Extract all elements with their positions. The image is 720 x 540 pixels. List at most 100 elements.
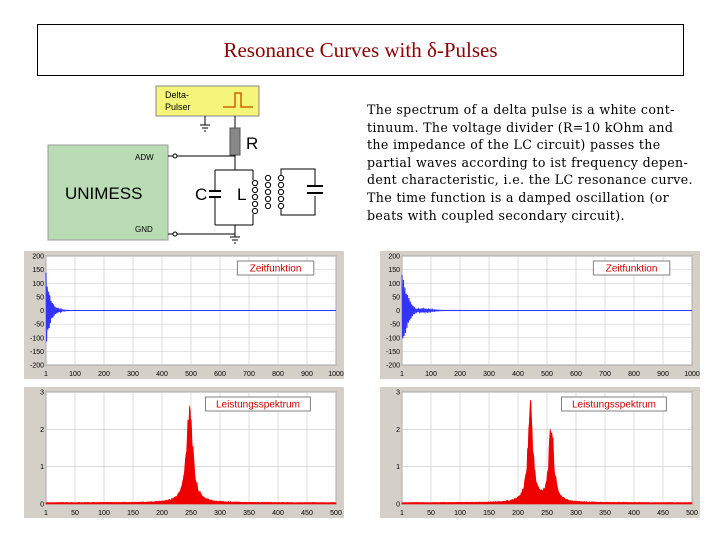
x-tick-label: 400: [628, 510, 640, 517]
description-line: The time function is a damped oscillatio…: [367, 189, 670, 205]
plot-legend-label: Zeitfunktion: [606, 264, 658, 275]
x-tick-label: 250: [185, 510, 197, 517]
x-tick-label: 350: [599, 510, 611, 517]
y-tick-label: 2: [396, 427, 400, 434]
y-tick-label: 50: [36, 294, 44, 301]
spectrum-area: [401, 399, 693, 505]
y-tick-label: -150: [30, 349, 44, 356]
x-tick-label: 1000: [684, 371, 700, 378]
x-tick-label: 700: [243, 371, 255, 378]
pulser-label-1: Delta-: [165, 90, 189, 100]
x-tick-label: 250: [541, 510, 553, 517]
adw-label: ADW: [135, 153, 154, 162]
description-line: the impedance of the LC circuit) passes …: [367, 137, 661, 153]
y-tick-label: -50: [34, 322, 44, 329]
x-tick-label: 100: [454, 510, 466, 517]
y-tick-label: 0: [396, 502, 400, 509]
pulse-icon: [223, 92, 253, 108]
y-tick-label: 1: [396, 464, 400, 471]
x-tick-label: 500: [185, 371, 197, 378]
x-tick-label: 100: [69, 371, 81, 378]
ground-icon: [230, 236, 240, 244]
secondary-coil-2: [277, 174, 285, 210]
adw-terminal: [172, 153, 178, 159]
y-tick-label: 3: [40, 390, 44, 397]
time-function-plot-single: 1 100 200 300 400 500 600 700 800 900 100020015010…: [24, 251, 344, 379]
x-tick-label: 800: [272, 371, 284, 378]
x-tick-label: 500: [686, 510, 698, 517]
x-tick-label: 400: [512, 371, 524, 378]
x-tick-label: 100: [425, 371, 437, 378]
description-line: tinuum. The voltage divider (R=10 kOhm a…: [367, 119, 674, 135]
pulser-label-2: Pulser: [165, 102, 191, 112]
y-tick-label: 150: [32, 267, 44, 274]
x-tick-label: 900: [301, 371, 313, 378]
y-tick-label: -50: [390, 322, 400, 329]
x-tick-label: 300: [127, 371, 139, 378]
y-tick-label: -100: [386, 335, 400, 342]
inductor-coil: [251, 179, 259, 215]
plot-legend-box: [592, 260, 671, 276]
x-tick-label: 1000: [328, 371, 344, 378]
description-line: The spectrum of a delta pulse is a white…: [367, 102, 675, 117]
x-tick-label: 450: [301, 510, 313, 517]
x-tick-label: 200: [156, 510, 168, 517]
secondary-coil-1: [264, 174, 272, 210]
x-tick-label: 300: [570, 510, 582, 517]
y-tick-label: 1: [40, 464, 44, 471]
x-tick-label: 900: [657, 371, 669, 378]
y-tick-label: 200: [388, 254, 400, 261]
x-tick-label: 300: [214, 510, 226, 517]
y-tick-label: 50: [392, 294, 400, 301]
x-tick-label: 600: [570, 371, 582, 378]
y-tick-label: 3: [396, 390, 400, 397]
y-tick-label: 0: [40, 502, 44, 509]
x-tick-label: 600: [214, 371, 226, 378]
page-title: Resonance Curves with δ-Pulses: [223, 37, 498, 62]
plot-legend-box: [561, 396, 667, 412]
y-tick-label: 2: [40, 427, 44, 434]
x-tick-label: 1: [44, 510, 48, 517]
ground-icon: [200, 124, 210, 132]
resistor: [229, 127, 241, 156]
x-tick-label: 150: [127, 510, 139, 517]
y-tick-label: 0: [40, 308, 44, 315]
resistor-label: R: [246, 134, 258, 153]
capacitor-label: C: [195, 185, 207, 204]
device-label: UNIMESS: [65, 184, 142, 203]
x-tick-label: 1: [400, 510, 404, 517]
y-tick-label: 100: [32, 281, 44, 288]
plot-legend-label: Zeitfunktion: [250, 264, 302, 275]
x-tick-label: 350: [243, 510, 255, 517]
secondary-bottom-wire: [280, 196, 316, 216]
y-tick-label: -200: [30, 363, 44, 370]
y-tick-label: 150: [388, 267, 400, 274]
x-tick-label: 50: [71, 510, 79, 517]
x-tick-label: 500: [541, 371, 553, 378]
x-tick-label: 200: [98, 371, 110, 378]
title-box: Resonance Curves with δ-Pulses: [37, 24, 684, 76]
gnd-label: GND: [135, 225, 153, 234]
description-line: partial waves according to ist frequency…: [367, 154, 689, 170]
y-tick-label: 200: [32, 254, 44, 261]
secondary-top-wire: [280, 168, 316, 186]
time-series-line: [401, 274, 692, 339]
spectrum-area: [45, 405, 337, 505]
circuit-diagram: Delta- Pulser R UNIMESS ADW GND C L: [47, 85, 323, 244]
y-tick-label: 0: [396, 308, 400, 315]
gnd-terminal: [172, 231, 178, 237]
plot-legend-label: Leistungsspektrum: [216, 400, 300, 411]
y-tick-label: -150: [386, 349, 400, 356]
x-tick-label: 1: [44, 371, 48, 378]
x-tick-label: 400: [272, 510, 284, 517]
power-spectrum-plot-coupled: 1 50 100 150 200 250 300 350 400 450 5003210Leistu…: [380, 387, 700, 518]
inductor-label: L: [237, 185, 246, 204]
unimess-device: [47, 144, 169, 241]
x-tick-label: 450: [657, 510, 669, 517]
y-tick-label: 100: [388, 281, 400, 288]
time-function-plot-coupled: 1 100 200 300 400 500 600 700 800 900 100020015010…: [380, 251, 700, 379]
time-series-line: [45, 272, 336, 342]
x-tick-label: 200: [512, 510, 524, 517]
plot-legend-label: Leistungsspektrum: [572, 400, 656, 411]
x-tick-label: 800: [628, 371, 640, 378]
